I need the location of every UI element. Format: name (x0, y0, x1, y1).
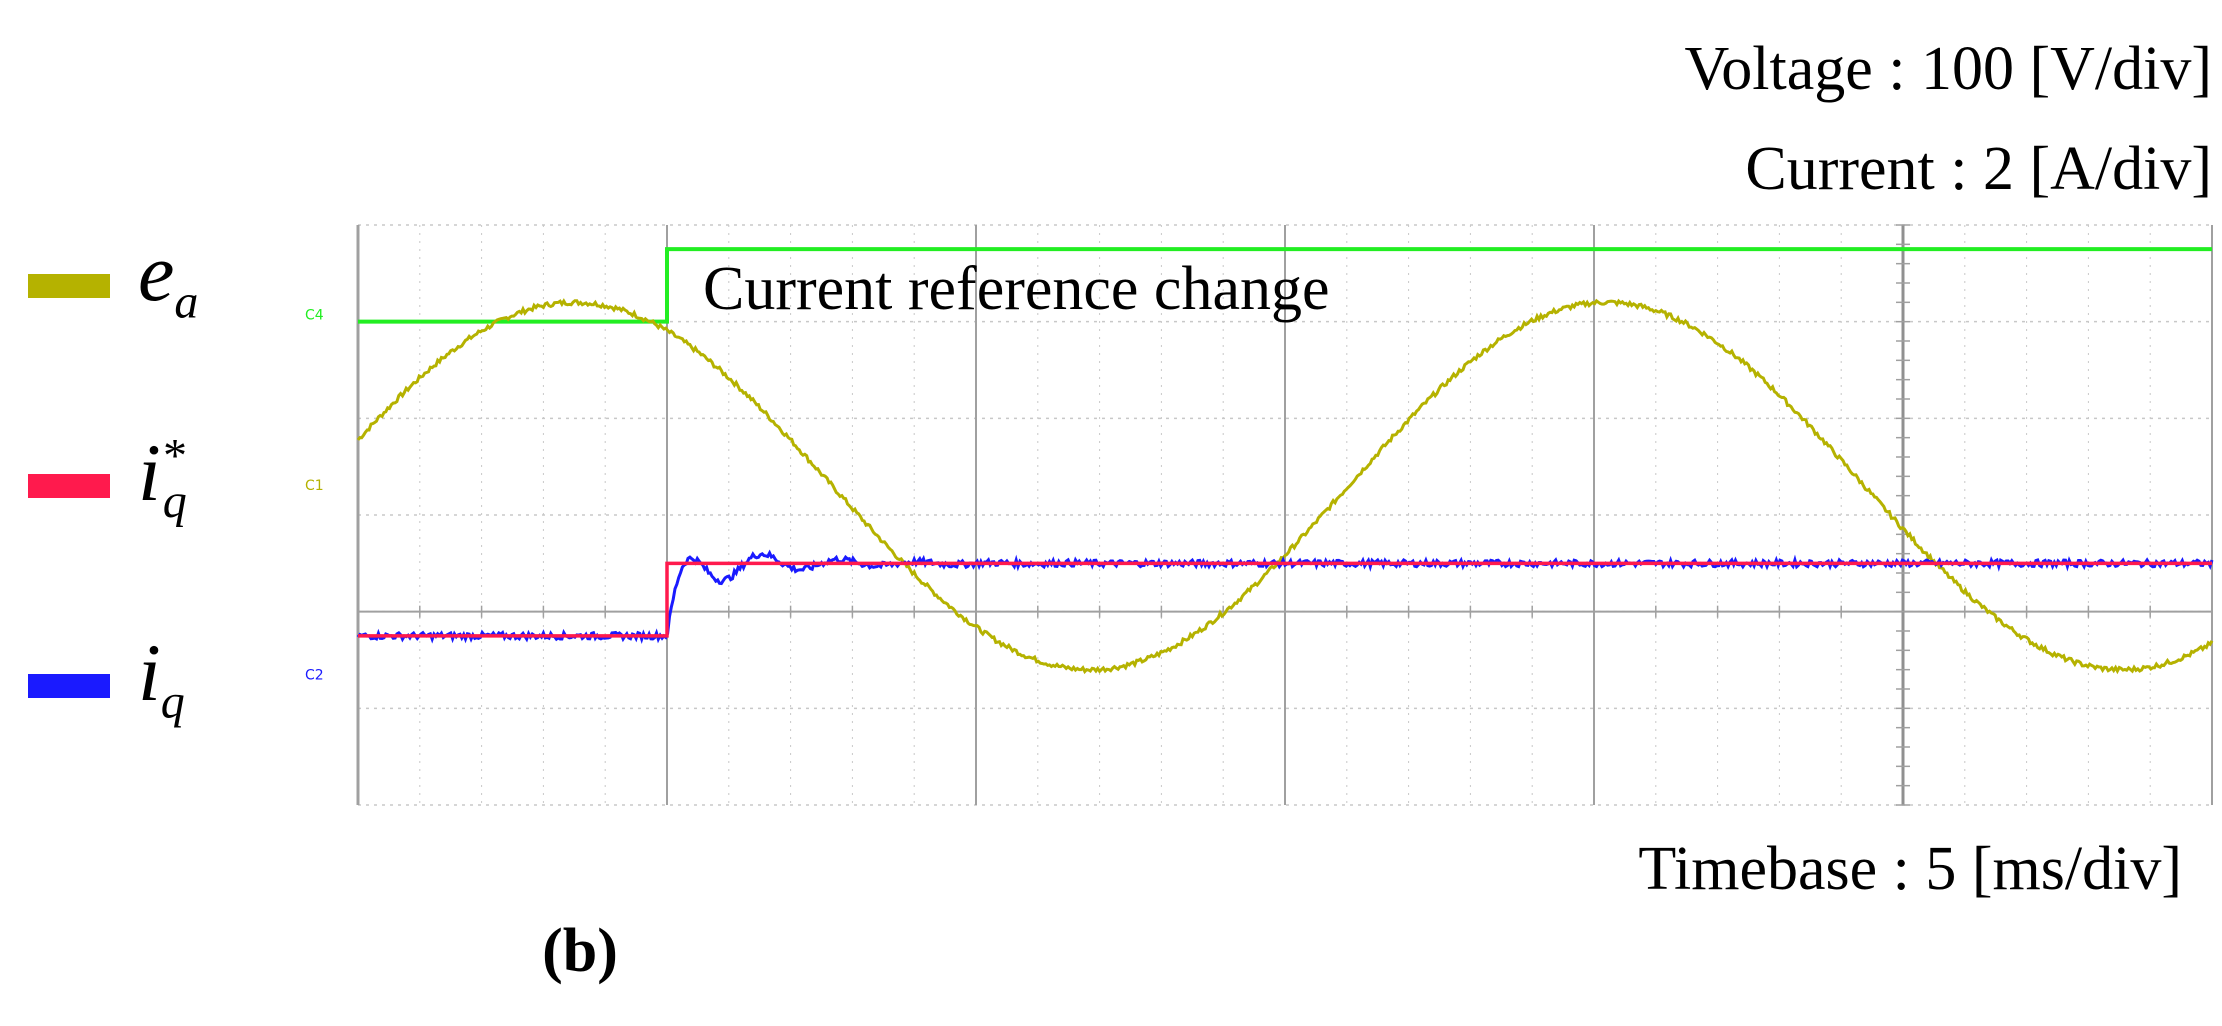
trace-ea (356, 298, 2214, 675)
legend-swatch-iq (28, 674, 110, 698)
legend-label-iq-ref: i*q (138, 427, 187, 529)
legend-label-ea: ea (138, 227, 199, 329)
trace-c4-step (358, 247, 2212, 324)
voltage-scale-label: Voltage : 100 [V/div] (1684, 35, 2212, 103)
current-scale-label: Current : 2 [A/div] (1745, 135, 2212, 203)
marker-c1: C1 (305, 478, 324, 494)
trace-iq-ref (358, 561, 2212, 638)
legend-swatch-ea (28, 274, 110, 298)
legend-label-iq: iq (138, 627, 185, 729)
legend-swatch-iq-ref (28, 474, 110, 498)
marker-c2: C2 (305, 667, 324, 683)
panel-label: (b) (542, 917, 618, 985)
timebase-scale-label: Timebase : 5 [ms/div] (1638, 835, 2182, 903)
annotation-current-reference-change: Current reference change (703, 255, 1329, 323)
marker-c4: C4 (305, 308, 324, 324)
